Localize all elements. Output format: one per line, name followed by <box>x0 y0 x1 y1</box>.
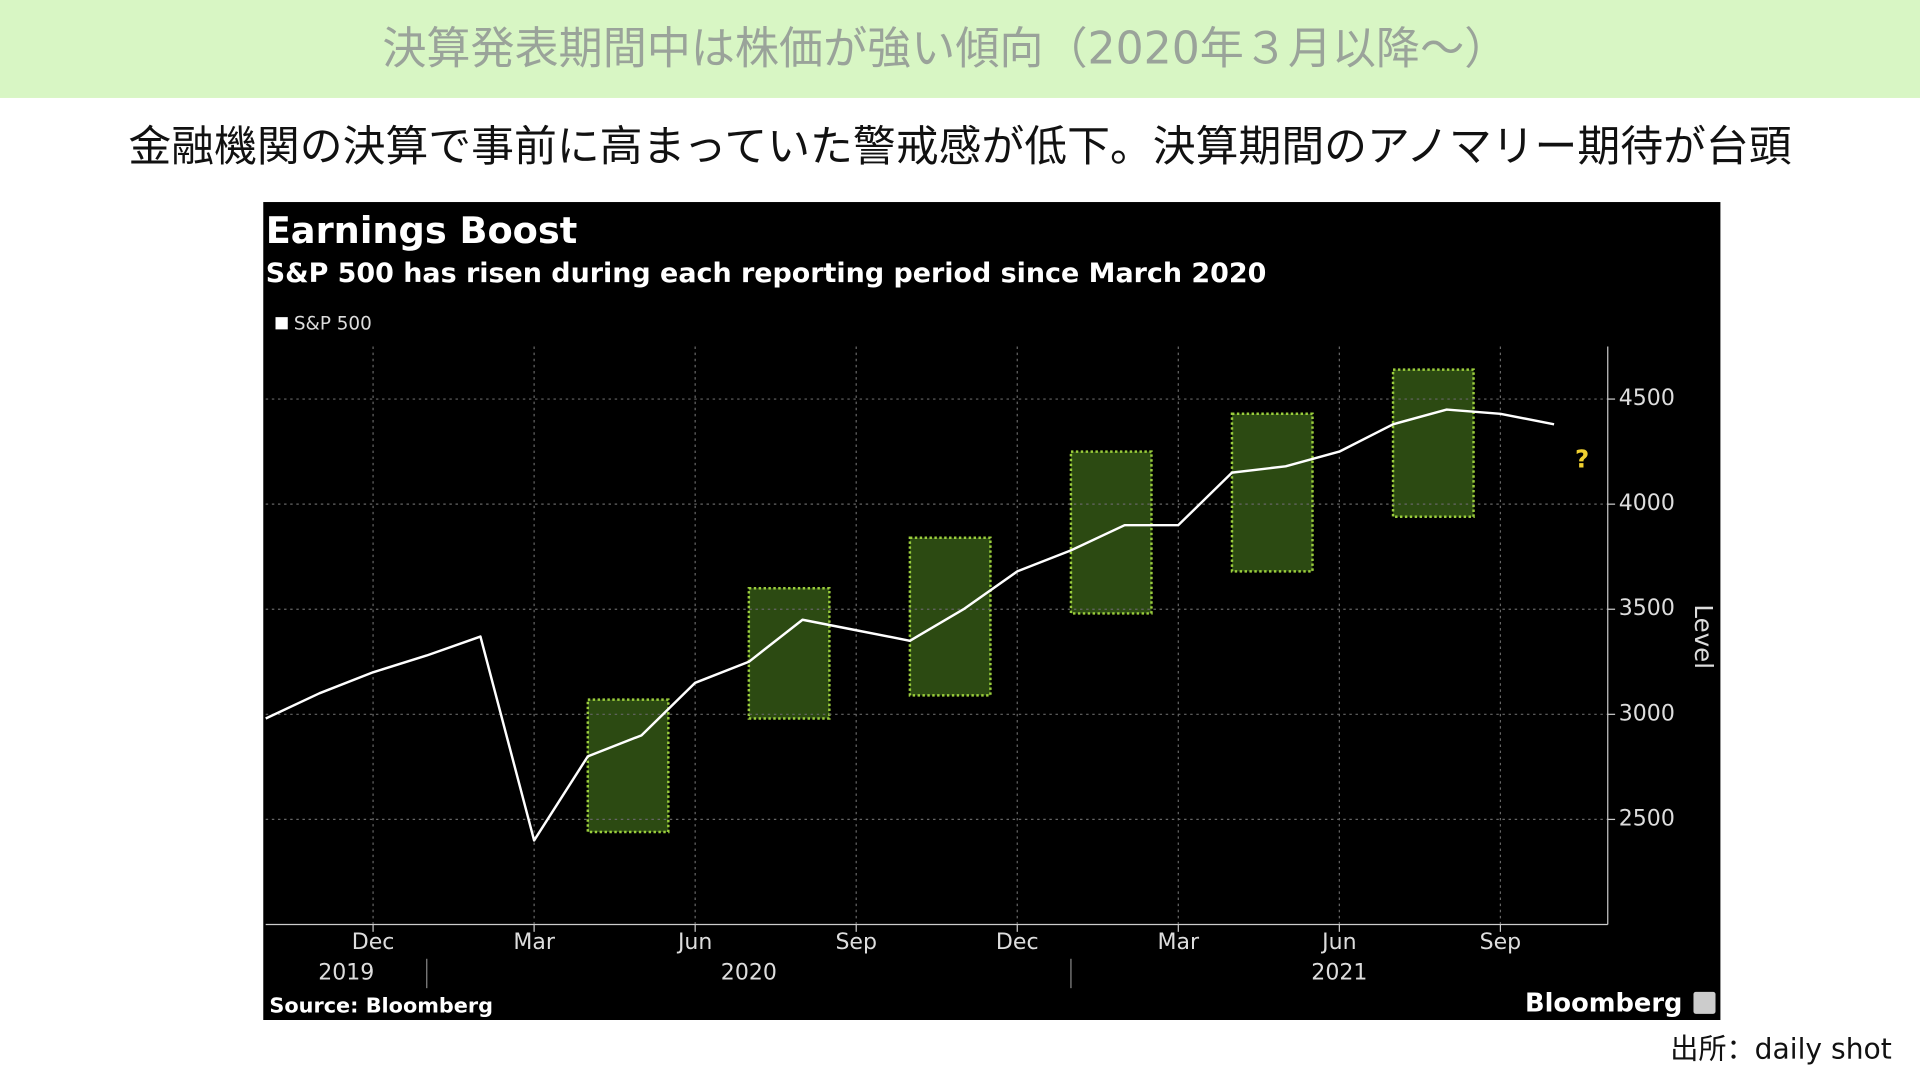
y-tick-label: 2500 <box>1619 806 1675 831</box>
x-tick-label: Jun <box>676 930 712 955</box>
annotation: ? <box>1575 444 1589 473</box>
y-axis-label: Level <box>1689 604 1718 669</box>
y-tick-label: 4000 <box>1619 491 1675 516</box>
slide-title: 決算発表期間中は株価が強い傾向（2020年３月以降～） <box>382 23 1508 74</box>
x-tick-label: Sep <box>1480 930 1522 955</box>
chart-subtitle: S&P 500 has risen during each reporting … <box>266 258 1267 289</box>
x-tick-label: Mar <box>1158 930 1201 955</box>
x-tick-label: Dec <box>996 930 1039 955</box>
line <box>265 408 1555 842</box>
legend-swatch <box>275 317 288 330</box>
chart-background <box>263 202 1721 1020</box>
banner <box>0 0 1920 98</box>
source: Source: Bloomberg <box>269 994 493 1018</box>
brand: Bloomberg <box>1525 989 1682 1019</box>
legend-label: S&P 500 <box>294 313 372 334</box>
x-tick-label: Dec <box>352 930 395 955</box>
credit: 出所：daily shot <box>1670 1033 1892 1066</box>
reporting-period <box>1391 368 1475 518</box>
chart-title: Earnings Boost <box>266 209 578 252</box>
y-tick-label: 3500 <box>1619 596 1675 621</box>
y-tick-label: 4500 <box>1619 386 1675 411</box>
x-tick-label: Sep <box>835 930 877 955</box>
slide-subtitle: 金融機関の決算で事前に高まっていた警戒感が低下。決算期間のアノマリー期待が台頭 <box>128 122 1791 172</box>
reporting-period <box>1230 412 1314 573</box>
x-tick-label: Jun <box>1320 930 1356 955</box>
reporting-period <box>747 586 831 720</box>
brand-icon <box>1693 991 1716 1014</box>
year-label: 2020 <box>721 960 777 985</box>
y-tick-label: 3000 <box>1619 701 1675 726</box>
year-label: 2019 <box>318 960 374 985</box>
year-label: 2021 <box>1311 960 1367 985</box>
x-tick-label: Mar <box>513 930 556 955</box>
